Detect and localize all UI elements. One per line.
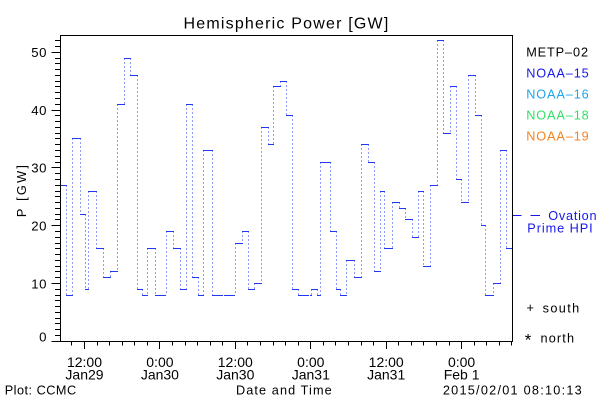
svg-text:0:00: 0:00 xyxy=(448,354,475,370)
svg-text:30: 30 xyxy=(31,161,47,176)
svg-text:0: 0 xyxy=(39,330,47,345)
svg-text:NOAA–18: NOAA–18 xyxy=(526,108,589,122)
svg-text:50: 50 xyxy=(31,45,47,60)
svg-text:10: 10 xyxy=(31,276,47,291)
svg-text:+: + xyxy=(527,301,535,315)
svg-text:METP–02: METP–02 xyxy=(526,46,589,60)
svg-text:40: 40 xyxy=(31,103,47,118)
svg-text:south: south xyxy=(543,301,581,315)
svg-text:Plot: CCMC: Plot: CCMC xyxy=(5,383,77,397)
svg-text:Prime HPI: Prime HPI xyxy=(527,221,593,235)
svg-text:NOAA–16: NOAA–16 xyxy=(526,88,589,102)
svg-text:Hemispheric Power [GW]: Hemispheric Power [GW] xyxy=(184,16,390,33)
svg-text:Feb 1: Feb 1 xyxy=(444,367,480,383)
svg-text:Jan31: Jan31 xyxy=(367,367,405,383)
svg-text:20: 20 xyxy=(31,219,47,234)
svg-text:Date and Time: Date and Time xyxy=(236,383,333,397)
svg-text:Jan31: Jan31 xyxy=(292,367,330,383)
svg-text:Ovation: Ovation xyxy=(548,209,597,223)
svg-text:NOAA–15: NOAA–15 xyxy=(526,67,589,81)
svg-text:0:00: 0:00 xyxy=(297,354,324,370)
svg-text:*: * xyxy=(525,331,532,350)
svg-text:12:00: 12:00 xyxy=(218,354,253,370)
svg-text:Jan30: Jan30 xyxy=(141,367,179,383)
svg-text:0:00: 0:00 xyxy=(146,354,173,370)
svg-text:P [GW]: P [GW] xyxy=(14,163,29,217)
svg-text:north: north xyxy=(541,331,576,345)
svg-text:NOAA–19: NOAA–19 xyxy=(526,129,589,143)
svg-text:12:00: 12:00 xyxy=(67,354,102,370)
svg-text:12:00: 12:00 xyxy=(369,354,404,370)
svg-text:2015/02/01 08:10:13: 2015/02/01 08:10:13 xyxy=(443,383,583,397)
svg-text:Jan30: Jan30 xyxy=(216,367,254,383)
svg-text:Jan29: Jan29 xyxy=(65,367,103,383)
